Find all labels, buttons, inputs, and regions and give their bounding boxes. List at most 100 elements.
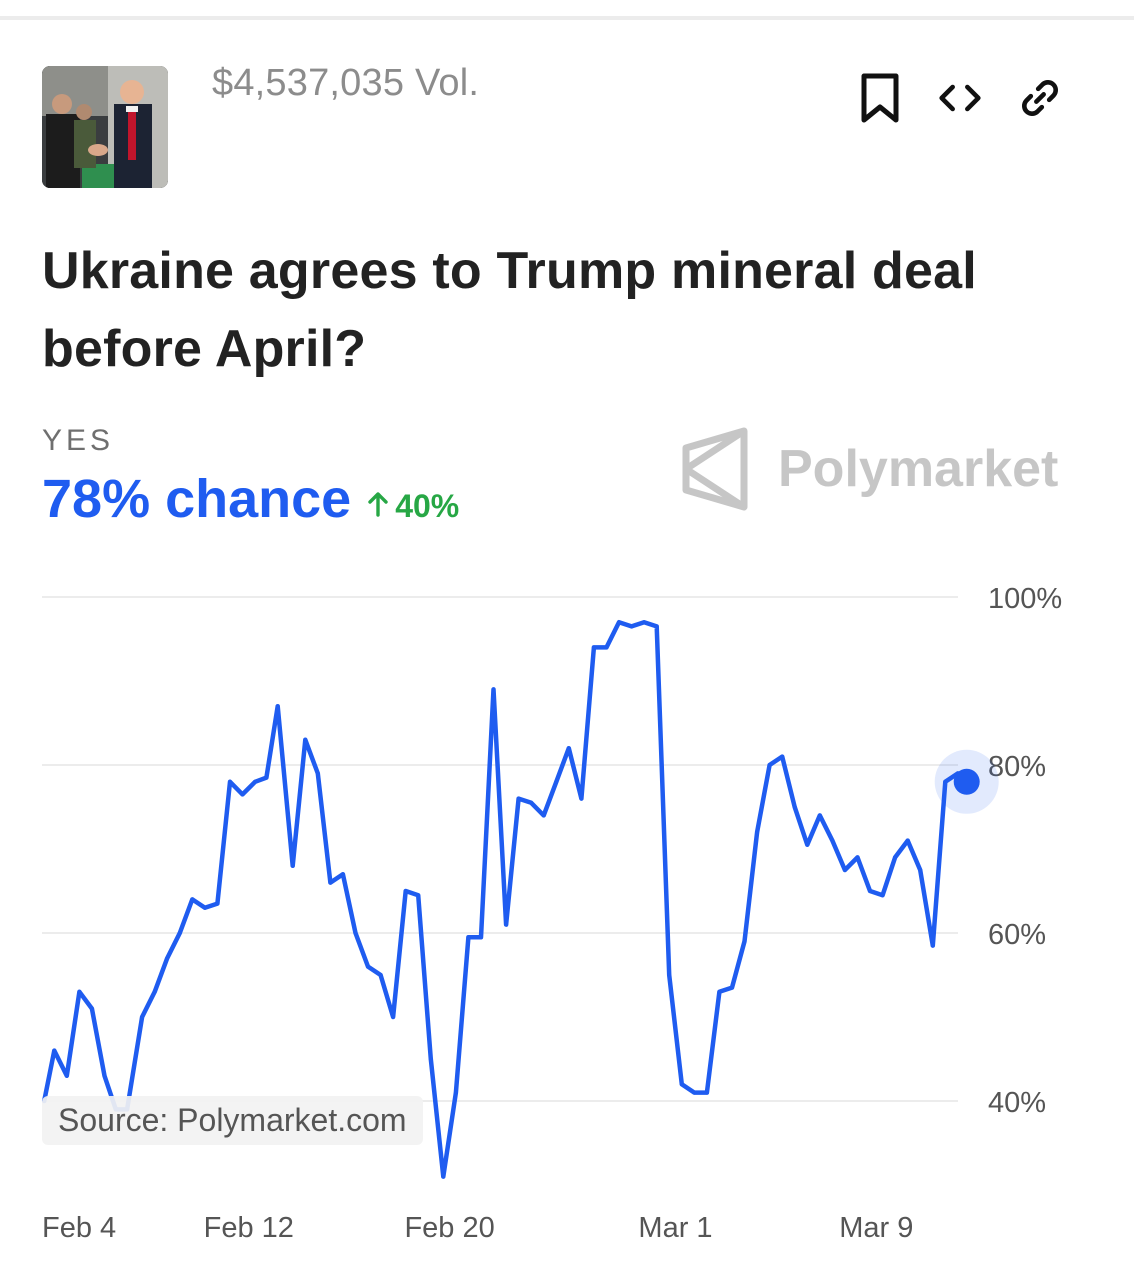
header-actions (858, 70, 1062, 126)
data-point (692, 1090, 697, 1095)
data-point (704, 1090, 709, 1095)
data-point (905, 838, 910, 843)
polymarket-logo-icon (682, 427, 748, 511)
data-point (679, 1082, 684, 1087)
data-point (264, 775, 269, 780)
data-point (792, 805, 797, 809)
arrow-up-icon (368, 492, 388, 517)
data-point (240, 792, 245, 797)
data-point (717, 989, 722, 994)
data-point (64, 1073, 69, 1078)
data-point (617, 620, 621, 625)
data-point (830, 838, 835, 843)
data-point (642, 620, 647, 625)
bookmark-button[interactable] (858, 70, 902, 126)
bookmark-icon (861, 73, 899, 123)
x-tick-label: Feb 20 (404, 1212, 494, 1244)
x-tick-label: Mar 1 (638, 1212, 712, 1244)
data-point (780, 754, 785, 759)
source-label: Source: Polymarket.com (42, 1096, 423, 1145)
brand-name: Polymarket (778, 440, 1059, 498)
data-point (541, 813, 546, 818)
price-chart: 40% 60% 80% 100% Feb 4 Feb 12 Feb 20 Mar 1 Mar … (41, 583, 1062, 1244)
data-point (366, 964, 370, 969)
data-point (89, 1006, 94, 1011)
data-point (880, 893, 885, 898)
data-point (353, 931, 358, 935)
y-tick-label: 40% (988, 1087, 1046, 1119)
data-point (730, 985, 734, 990)
last-point-marker[interactable] (953, 768, 980, 795)
data-point (868, 889, 872, 893)
data-point (190, 897, 195, 902)
data-point (930, 943, 935, 948)
data-point (453, 1090, 458, 1095)
data-point (228, 779, 232, 784)
data-point (504, 922, 509, 927)
brand-watermark: Polymarket (680, 426, 1058, 512)
embed-button[interactable] (938, 70, 982, 126)
data-point (755, 830, 760, 835)
data-point (805, 842, 810, 847)
data-point (215, 901, 220, 906)
data-point (441, 1174, 446, 1179)
data-point (102, 1073, 107, 1078)
data-point (767, 763, 772, 767)
data-point (52, 1048, 57, 1053)
data-point (742, 939, 747, 944)
data-point (290, 863, 295, 868)
x-tick-label: Feb 4 (42, 1212, 116, 1244)
copy-link-button[interactable] (1018, 70, 1062, 126)
data-point (340, 872, 345, 877)
y-tick-label: 100% (988, 583, 1062, 615)
data-point (654, 624, 659, 629)
data-point (817, 813, 822, 818)
data-point (416, 893, 421, 898)
market-title: Ukraine agrees to Trump mineral deal bef… (42, 242, 977, 378)
data-point (943, 779, 948, 784)
data-point (554, 779, 559, 784)
data-point (566, 746, 571, 751)
data-point (604, 645, 609, 650)
data-point (516, 796, 521, 801)
y-tick-label: 80% (988, 751, 1046, 783)
change-badge: 40% (367, 488, 459, 525)
y-tick-label: 60% (988, 919, 1046, 951)
data-point (579, 796, 584, 801)
data-point (842, 868, 847, 872)
data-point (893, 855, 898, 860)
embed-code-icon (939, 84, 981, 112)
top-divider (0, 16, 1134, 20)
outcome-label: YES (42, 424, 115, 457)
data-point (629, 624, 634, 629)
data-point (403, 889, 408, 893)
data-point (855, 855, 860, 860)
data-point (491, 687, 496, 692)
data-point (529, 800, 534, 805)
data-point (378, 973, 383, 977)
data-point (165, 956, 170, 961)
x-tick-label: Feb 12 (204, 1212, 294, 1244)
data-point (315, 771, 320, 776)
data-point (177, 931, 182, 935)
data-point (152, 989, 157, 994)
data-point (918, 868, 923, 872)
data-point (479, 935, 483, 940)
data-point (140, 1015, 145, 1019)
volume-text: $4,537,035 Vol. (212, 62, 480, 104)
data-point (428, 1057, 433, 1061)
data-point (391, 1015, 396, 1019)
chance-value: 78% chance (42, 469, 352, 529)
change-value: 40% (395, 488, 460, 524)
x-tick-label: Mar 9 (839, 1212, 913, 1244)
market-thumbnail[interactable] (42, 66, 168, 188)
data-point (253, 779, 258, 784)
data-point (202, 905, 207, 910)
data-point (275, 704, 280, 709)
chance-row: 78% chance 40% (42, 468, 459, 530)
data-point (667, 973, 672, 977)
data-point (466, 935, 471, 940)
data-point (328, 880, 333, 885)
data-point (77, 989, 82, 994)
link-icon (1022, 80, 1058, 116)
